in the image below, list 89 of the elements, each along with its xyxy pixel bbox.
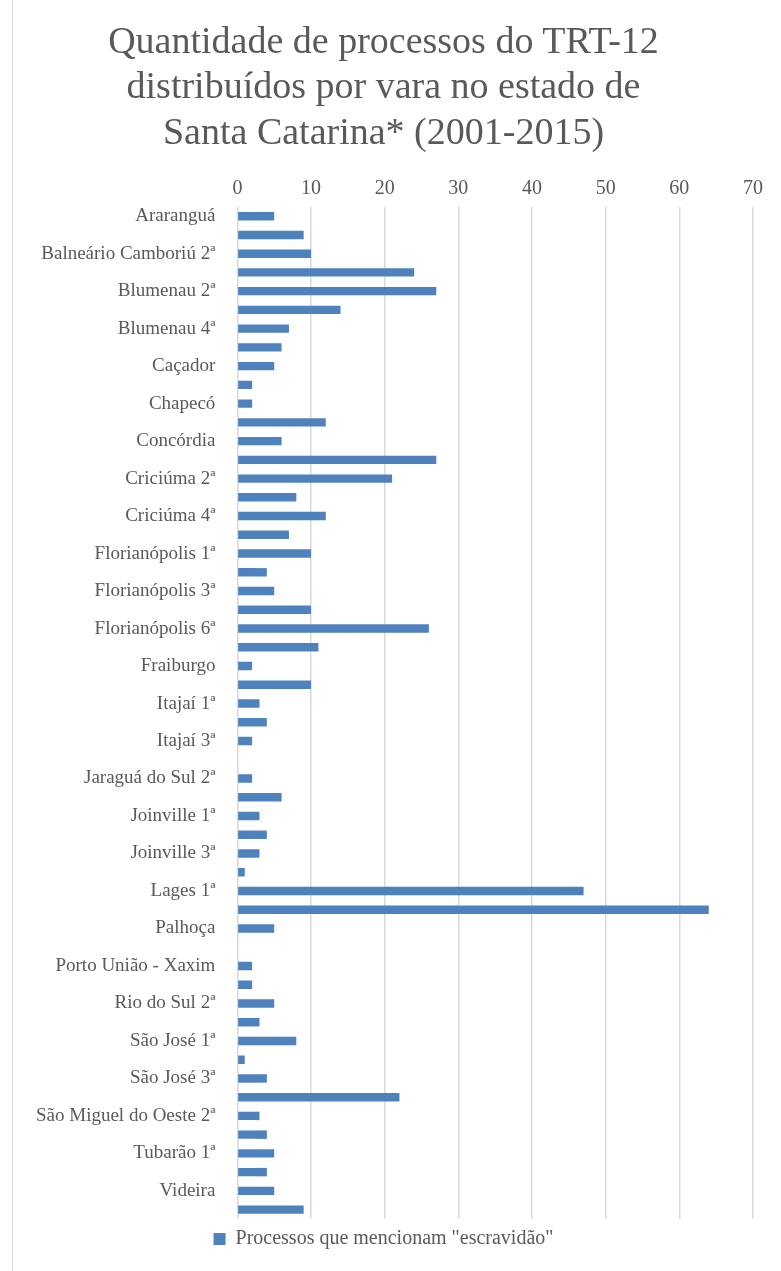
y-tick-label: Criciúma 4ª: [125, 504, 217, 526]
y-tick-label: São José 1ª: [129, 1028, 217, 1050]
bar: [238, 793, 282, 802]
bar: [238, 418, 326, 427]
bar: [238, 830, 267, 839]
bar: [238, 1186, 275, 1196]
bar: [238, 999, 275, 1008]
y-tick-label: Concórdia: [136, 429, 216, 451]
bar: [238, 924, 275, 933]
chart-title: Quantidade de processos do TRT-12 distribuídos por vara no estado de Santa Catarina* (2001-2015): [108, 18, 659, 153]
legend-label: Processos que mencionam "escravidão": [235, 1226, 554, 1250]
bar: [238, 211, 275, 221]
bar: [238, 886, 584, 896]
y-tick-label: Araranguá: [135, 204, 216, 226]
y-tick-label: Florianópolis 6ª: [94, 616, 217, 638]
bar: [238, 1074, 267, 1083]
bar: [238, 549, 312, 558]
bar: [238, 399, 253, 408]
x-tick-label: 70: [743, 176, 763, 199]
bar: [238, 1055, 245, 1064]
y-tick-label: Jaraguá do Sul 2ª: [84, 766, 217, 788]
y-tick-label: Palhoça: [155, 916, 216, 938]
bar: [238, 868, 245, 877]
x-tick-label: 10: [301, 176, 322, 199]
bar: [238, 568, 267, 577]
bar: [238, 699, 260, 708]
bar: [238, 586, 275, 596]
bar: [238, 605, 312, 615]
bar: [238, 361, 275, 371]
y-tick-label: Itajaí 1ª: [156, 691, 217, 713]
x-tick-label: 20: [374, 176, 395, 199]
bar: [238, 661, 253, 671]
y-tick-label: Joinville 1ª: [130, 803, 217, 825]
bar: [238, 343, 282, 352]
y-tick-label: Fraiburgo: [140, 654, 216, 676]
bar: [238, 249, 312, 258]
bar: [238, 905, 709, 914]
x-tick-label: 40: [522, 176, 543, 199]
bar: [238, 286, 437, 296]
bar: [238, 493, 297, 502]
y-tick-label: Chapecó: [148, 391, 216, 413]
y-tick-label: Tubarão 1ª: [133, 1141, 217, 1163]
bar: [238, 643, 319, 652]
y-tick-label: Balneário Camboriú 2ª: [41, 241, 217, 263]
bar: [238, 455, 437, 465]
bar: [238, 624, 429, 633]
bar: [238, 1130, 267, 1139]
bar: [238, 1092, 400, 1102]
y-tick-label: Florianópolis 3ª: [94, 579, 217, 601]
bar: [238, 380, 253, 390]
bar: [238, 268, 415, 277]
bar: [238, 530, 289, 540]
bar: [238, 1205, 304, 1214]
y-tick-label: Videira: [159, 1178, 216, 1200]
x-tick-label: 30: [448, 176, 469, 199]
bar: [238, 811, 260, 821]
bar: [238, 736, 253, 746]
bar: [238, 961, 253, 971]
bar: [238, 436, 282, 446]
bar: [238, 680, 312, 689]
bar: [238, 305, 341, 315]
bar: [238, 774, 253, 783]
bar: [238, 1149, 275, 1158]
y-tick-label: Itajaí 3ª: [156, 729, 217, 750]
y-tick-label: Caçador: [152, 354, 217, 376]
x-tick-label: 60: [669, 176, 690, 199]
bar: [238, 1111, 260, 1121]
y-tick-label: Joinville 3ª: [130, 841, 217, 863]
bar: [238, 849, 260, 858]
bar: [238, 1167, 267, 1177]
y-tick-label: Blumenau 4ª: [117, 316, 217, 338]
bar: [238, 230, 304, 240]
y-tick-label: São José 3ª: [129, 1066, 217, 1088]
bar: [238, 980, 253, 989]
bar: [238, 474, 393, 483]
x-tick-label: 50: [595, 176, 616, 199]
x-tick-label: 0: [232, 176, 243, 199]
y-tick-label: São Miguel do Oeste 2ª: [36, 1103, 217, 1125]
y-tick-label: Blumenau 2ª: [117, 279, 217, 301]
y-tick-label: Criciúma 2ª: [125, 466, 217, 488]
bar: [238, 718, 267, 727]
bar: [238, 1017, 260, 1027]
bar: [238, 511, 326, 521]
y-tick-label: Florianópolis 1ª: [94, 541, 217, 563]
y-tick-label: Rio do Sul 2ª: [114, 991, 217, 1013]
y-tick-label: Porto União - Xaxim: [55, 953, 216, 975]
bar: [238, 324, 289, 333]
bar: [238, 1036, 297, 1046]
y-tick-label: Lages 1ª: [150, 878, 217, 900]
